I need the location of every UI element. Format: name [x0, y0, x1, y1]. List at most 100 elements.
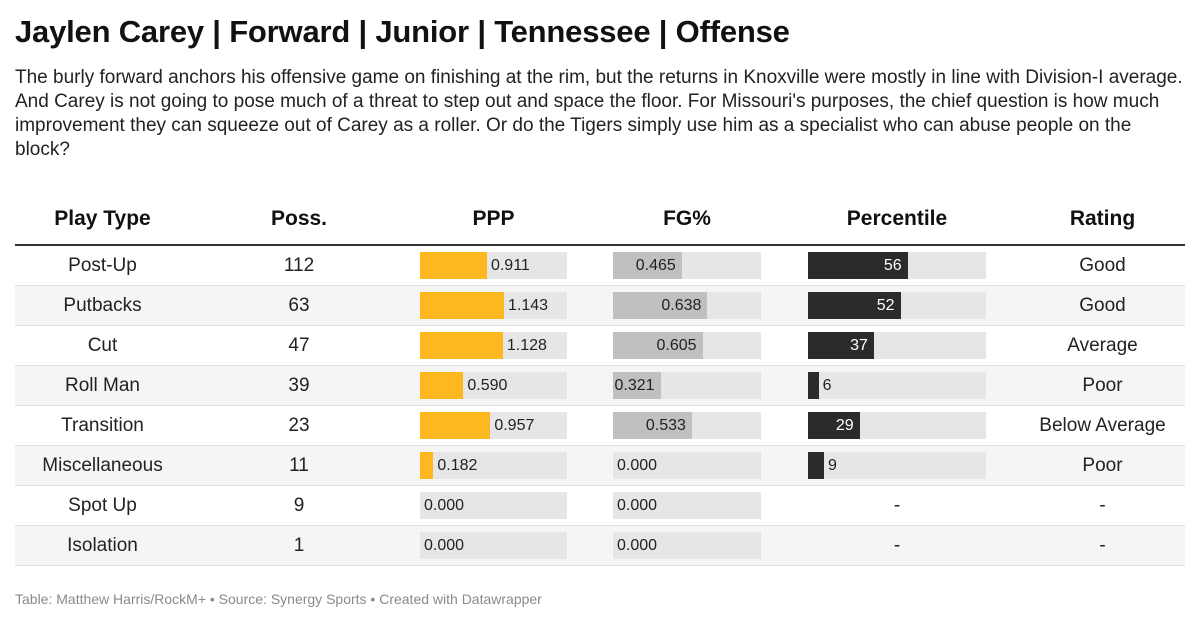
ppp-track: 1.128	[420, 332, 567, 359]
percentile-track: 9	[808, 452, 986, 479]
percentile-track: 37	[808, 332, 986, 359]
play-type-cell: Roll Man	[65, 375, 140, 396]
fg-pct-track: 0.533	[613, 412, 761, 439]
fg-pct-bar	[613, 252, 682, 279]
header-fg-pct: FG%	[663, 207, 711, 230]
footer-credits: Table: Matthew Harris/RockM+ • Source: S…	[15, 591, 542, 607]
ppp-track: 1.143	[420, 292, 567, 319]
table-row: Transition 23 0.957 0.533 29 Below Average	[15, 406, 1185, 446]
fg-pct-track: 0.321	[613, 372, 761, 399]
percentile-label: 6	[822, 377, 832, 394]
table-header: Play Type Poss. PPP FG% Percentile Ratin…	[15, 198, 1185, 246]
ppp-bar	[420, 452, 434, 479]
percentile-track: -	[808, 532, 986, 559]
fg-pct-track: 0.465	[613, 252, 761, 279]
table-row: Isolation 1 0.000 0.000 - -	[15, 526, 1185, 566]
ppp-label: 1.128	[506, 337, 547, 354]
table-row: Cut 47 1.128 0.605 37 Average	[15, 326, 1185, 366]
fg-pct-label: 0.000	[617, 497, 658, 514]
poss-cell: 9	[293, 495, 305, 516]
ppp-track: 0.000	[420, 532, 567, 559]
rating-cell: Average	[1067, 335, 1138, 356]
ppp-track: 0.957	[420, 412, 567, 439]
table-row: Miscellaneous 11 0.182 0.000 9 Poor	[15, 446, 1185, 486]
table-body: Post-Up 112 0.911 0.465 56 Good Putbacks 63 1.14…	[15, 246, 1185, 566]
play-type-cell: Miscellaneous	[42, 455, 163, 476]
fg-pct-track: 0.638	[613, 292, 761, 319]
fg-pct-bar	[613, 292, 708, 319]
table-row: Roll Man 39 0.590 0.321 6 Poor	[15, 366, 1185, 406]
percentile-label: -	[893, 495, 901, 516]
percentile-track: 52	[808, 292, 986, 319]
poss-cell: 47	[288, 335, 310, 356]
chart-description: The burly forward anchors his offensive …	[15, 67, 1183, 160]
ppp-bar	[420, 292, 504, 319]
percentile-track: -	[808, 492, 986, 519]
play-type-cell: Putbacks	[63, 295, 142, 316]
ppp-bar	[420, 252, 487, 279]
percentile-bar	[808, 252, 908, 279]
rating-cell: -	[1099, 535, 1106, 556]
percentile-bar	[808, 292, 901, 319]
percentile-track: 29	[808, 412, 986, 439]
rating-cell: Good	[1079, 295, 1126, 316]
play-type-cell: Isolation	[67, 535, 138, 556]
header-ppp: PPP	[472, 207, 515, 230]
table-row: Spot Up 9 0.000 0.000 - -	[15, 486, 1185, 526]
ppp-label: 0.957	[494, 417, 535, 434]
ppp-label: 0.000	[424, 537, 465, 554]
poss-cell: 1	[293, 535, 305, 556]
percentile-label: 37	[850, 337, 868, 354]
percentile-bar	[808, 412, 860, 439]
table-row: Post-Up 112 0.911 0.465 56 Good	[15, 246, 1185, 286]
ppp-bar	[420, 372, 464, 399]
rating-cell: Poor	[1082, 455, 1123, 476]
poss-cell: 112	[283, 255, 315, 276]
poss-cell: 39	[288, 375, 310, 396]
chart-title: Jaylen Carey | Forward | Junior | Tennes…	[15, 14, 790, 49]
header-poss: Poss.	[270, 207, 328, 230]
fg-pct-label: 0.000	[617, 537, 658, 554]
ppp-track: 0.911	[420, 252, 567, 279]
ppp-track: 0.590	[420, 372, 567, 399]
ppp-track: 0.000	[420, 492, 567, 519]
ppp-label: 1.143	[508, 297, 549, 314]
play-type-cell: Spot Up	[68, 495, 137, 516]
fg-pct-label: 0.605	[656, 337, 697, 354]
percentile-track: 6	[808, 372, 986, 399]
ppp-label: 0.000	[424, 497, 465, 514]
poss-cell: 63	[288, 295, 310, 316]
fg-pct-track: 0.000	[613, 492, 761, 519]
fg-pct-bar	[613, 372, 661, 399]
percentile-track: 56	[808, 252, 986, 279]
rating-cell: Poor	[1082, 375, 1123, 396]
fg-pct-label: 0.000	[617, 457, 658, 474]
percentile-label: 56	[883, 257, 902, 274]
percentile-label: 9	[828, 457, 837, 474]
percentile-label: 52	[876, 297, 895, 314]
percentile-bar	[808, 332, 874, 359]
fg-pct-label: 0.638	[661, 297, 702, 314]
fg-pct-bar	[613, 332, 703, 359]
rating-cell: Good	[1079, 255, 1126, 276]
play-type-cell: Cut	[87, 335, 118, 356]
rating-cell: -	[1099, 495, 1106, 516]
fg-pct-bar	[613, 412, 692, 439]
percentile-label: -	[893, 535, 901, 556]
fg-pct-track: 0.000	[613, 452, 761, 479]
ppp-label: 0.182	[437, 457, 478, 474]
ppp-bar	[420, 332, 503, 359]
percentile-bar	[808, 452, 825, 479]
ppp-label: 0.590	[467, 377, 508, 394]
rating-cell: Below Average	[1039, 415, 1166, 436]
fg-pct-track: 0.605	[613, 332, 761, 359]
percentile-label: 29	[835, 417, 854, 434]
fg-pct-label: 0.533	[645, 417, 686, 434]
fg-pct-label: 0.321	[614, 377, 655, 394]
ppp-track: 0.182	[420, 452, 567, 479]
header-percentile: Percentile	[846, 207, 948, 230]
ppp-bar	[420, 412, 491, 439]
play-type-cell: Post-Up	[68, 255, 137, 276]
table-row: Putbacks 63 1.143 0.638 52 Good	[15, 286, 1185, 326]
header-play-type: Play Type	[54, 207, 151, 230]
